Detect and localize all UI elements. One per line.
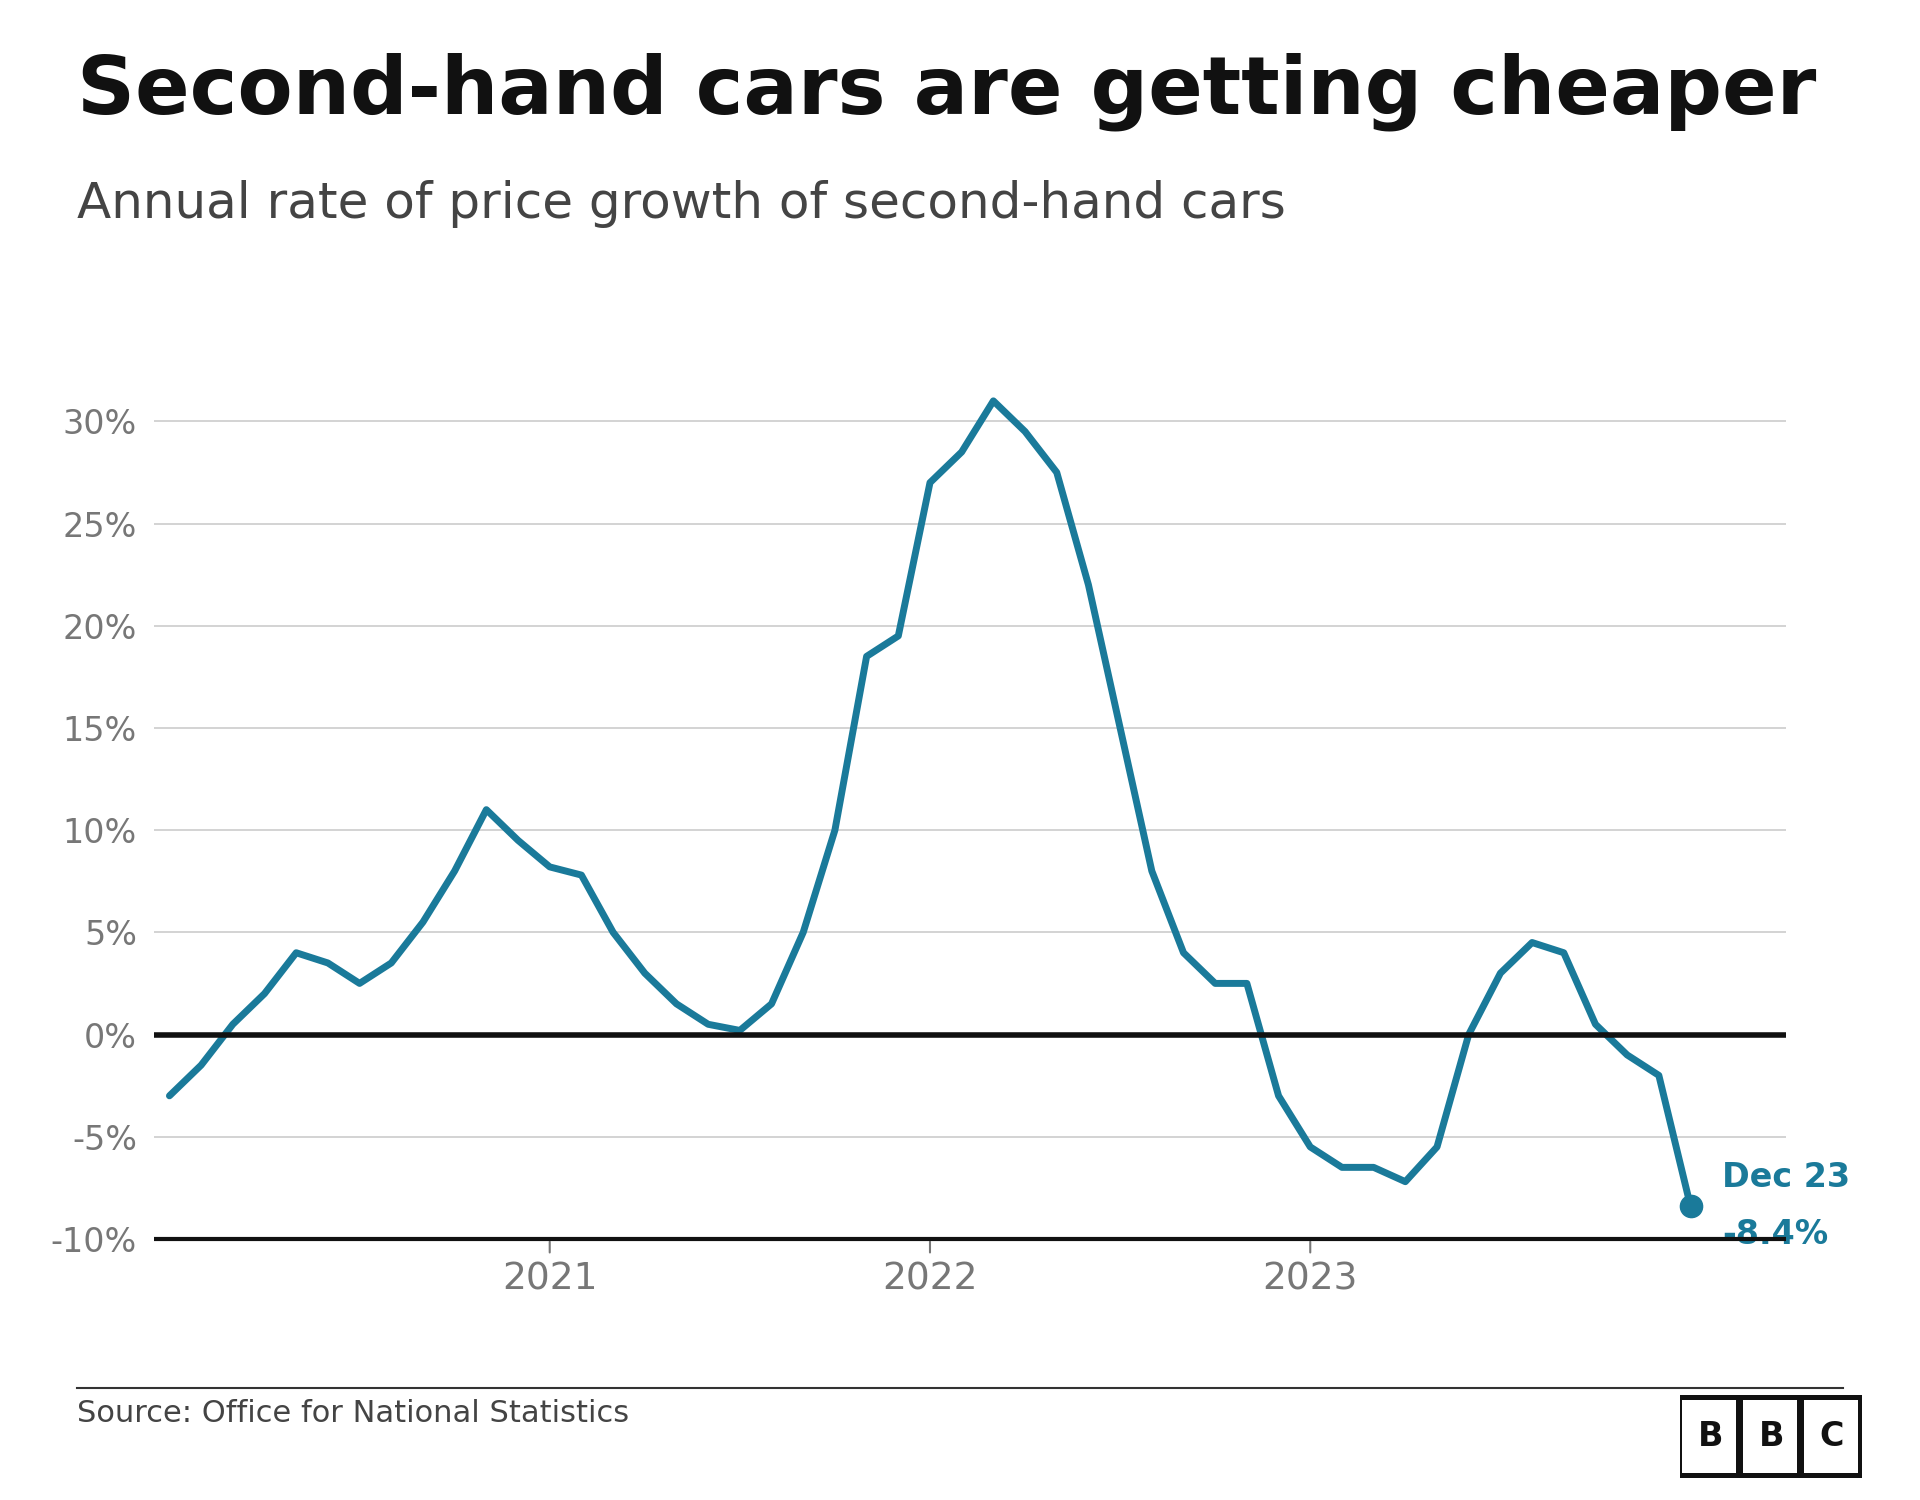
- Text: C: C: [1820, 1419, 1845, 1452]
- Text: 2022: 2022: [881, 1262, 977, 1298]
- FancyBboxPatch shape: [1805, 1400, 1857, 1473]
- Text: Annual rate of price growth of second-hand cars: Annual rate of price growth of second-ha…: [77, 180, 1286, 228]
- Text: Source: Office for National Statistics: Source: Office for National Statistics: [77, 1400, 630, 1428]
- Text: B: B: [1759, 1419, 1784, 1452]
- FancyBboxPatch shape: [1682, 1400, 1736, 1473]
- Text: Second-hand cars are getting cheaper: Second-hand cars are getting cheaper: [77, 53, 1816, 130]
- Text: 2021: 2021: [501, 1262, 597, 1298]
- Text: -8.4%: -8.4%: [1722, 1218, 1828, 1251]
- Text: Dec 23: Dec 23: [1722, 1161, 1851, 1194]
- FancyBboxPatch shape: [1743, 1400, 1797, 1473]
- Text: B: B: [1697, 1419, 1722, 1452]
- Text: 2023: 2023: [1263, 1262, 1357, 1298]
